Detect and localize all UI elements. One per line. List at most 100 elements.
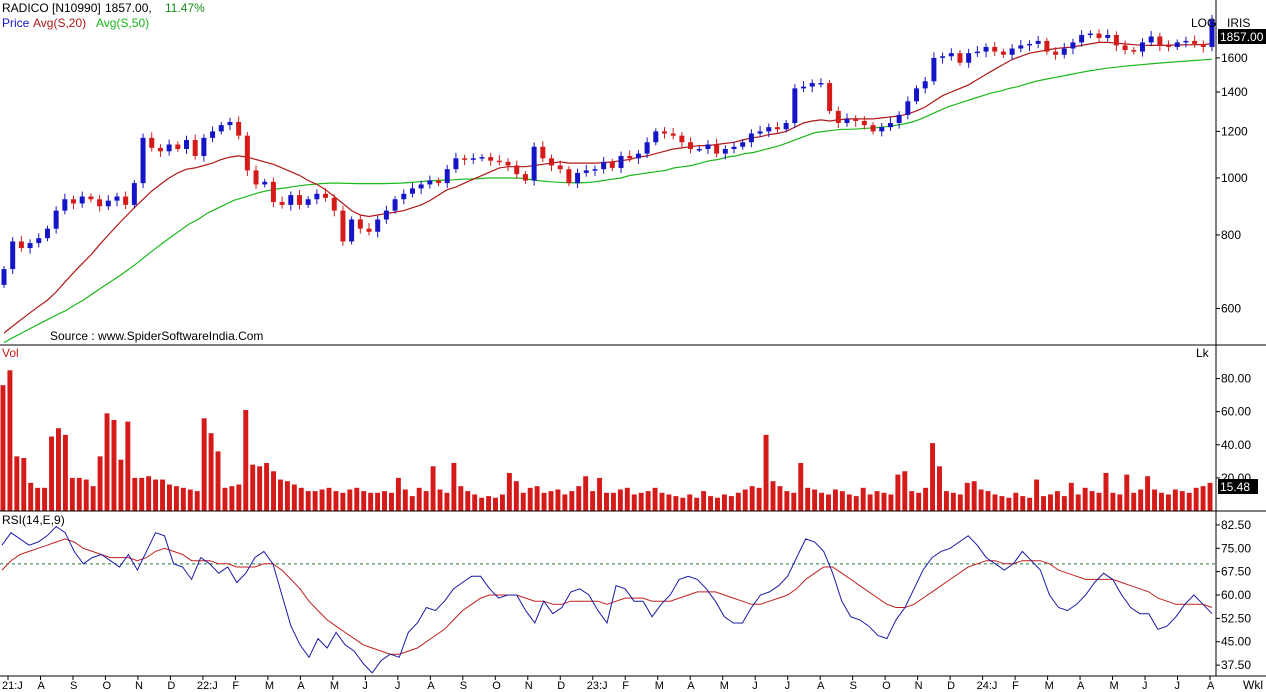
volume-bar — [985, 491, 991, 511]
candle-body — [661, 131, 667, 134]
volume-bar — [305, 491, 311, 511]
rsi-label: RSI(14,E,9) — [2, 513, 65, 527]
period-label[interactable]: Wkl — [1243, 678, 1263, 692]
volume-bar — [1061, 496, 1067, 511]
time-tick-label: J — [785, 680, 791, 692]
candle-body — [201, 137, 207, 156]
candle-body — [1113, 35, 1119, 46]
candle-body — [53, 210, 59, 229]
volume-bar — [437, 489, 443, 511]
volume-bar — [541, 492, 547, 511]
candle-body — [1122, 45, 1128, 51]
time-tick-label: M — [1045, 680, 1054, 692]
volume-bar — [173, 486, 179, 511]
time-tick-label: A — [1207, 680, 1215, 692]
volume-bar — [735, 492, 741, 511]
volume-bar — [902, 471, 908, 511]
volume-bar — [1138, 489, 1144, 511]
volume-bar — [160, 479, 165, 511]
candle-body — [549, 158, 555, 166]
candle-body — [670, 133, 676, 136]
candle-body — [10, 241, 16, 270]
volume-bar — [7, 370, 13, 511]
volume-bar — [166, 484, 172, 511]
candle-body — [470, 158, 476, 160]
candle-body — [488, 157, 494, 161]
time-tick-label: J — [362, 680, 368, 692]
volume-bar — [943, 491, 949, 511]
time-tick-label: J — [1175, 680, 1181, 692]
volume-bar — [0, 385, 6, 511]
price-tick-label: 1000 — [1221, 171, 1248, 185]
time-tick-label: D — [167, 680, 175, 692]
volume-bar — [187, 489, 193, 511]
volume-bar — [569, 491, 575, 511]
candle-body — [583, 170, 589, 173]
candle-body — [166, 144, 172, 152]
price-panel[interactable]: 1600 1400 1200 1000 800 600 RADICO [N10990] 1… — [1, 0, 1266, 345]
volume-bar — [382, 491, 387, 511]
last-price-text: 1857.00, — [105, 1, 152, 15]
volume-bar — [125, 421, 131, 511]
volume-bar — [243, 410, 249, 511]
avg50-line — [3, 58, 1213, 344]
time-tick-label: A — [817, 680, 825, 692]
candle-body — [218, 125, 224, 132]
volume-bar — [784, 491, 790, 511]
volume-bar — [680, 497, 686, 511]
volume-bar — [763, 434, 769, 511]
volume-bar — [340, 492, 346, 511]
candle-body — [679, 135, 685, 143]
log-scale-label[interactable]: LOG — [1191, 16, 1216, 30]
volume-bar — [375, 492, 381, 511]
volume-bar — [610, 492, 616, 511]
candle-body — [1192, 40, 1198, 44]
candle-body — [931, 57, 937, 82]
candle-body — [71, 199, 77, 204]
volume-bar — [624, 487, 630, 511]
candle-body — [18, 241, 24, 249]
volume-bar — [832, 489, 838, 511]
volume-bar — [1103, 472, 1109, 511]
candle-body — [740, 142, 746, 147]
candle-body — [948, 53, 954, 57]
volume-bar — [846, 494, 852, 511]
candle-body — [827, 83, 833, 111]
volume-bar — [749, 486, 755, 511]
volume-bar — [402, 489, 408, 511]
volume-bar — [90, 486, 96, 511]
volume-bar — [326, 487, 332, 511]
candle-body — [236, 121, 242, 136]
legend-avg50: Avg(S,50) — [96, 16, 149, 30]
rsi-tick-label: 60.00 — [1221, 588, 1251, 602]
candle-body — [1105, 35, 1111, 38]
volume-bar — [604, 492, 609, 511]
volume-bar — [742, 489, 748, 511]
volume-bar — [895, 474, 901, 511]
candle-body — [801, 86, 807, 89]
volume-bar — [867, 494, 873, 511]
time-tick-label: F — [232, 680, 239, 692]
volume-bar — [666, 494, 672, 511]
candle-body — [1148, 36, 1154, 43]
rsi-tick-label: 37.50 — [1221, 658, 1251, 672]
rsi-panel[interactable]: RSI(14,E,9) 82.50 75.00 67.50 60.00 52.50 45.… — [0, 511, 1251, 676]
volume-bar — [118, 459, 124, 511]
volume-tick-label: 60.00 — [1221, 405, 1251, 419]
volume-bar — [999, 496, 1005, 511]
candle-body — [227, 121, 233, 126]
candle-body — [244, 135, 250, 171]
candle-body — [349, 219, 355, 242]
volume-bar — [1110, 492, 1116, 511]
candle-body — [966, 53, 972, 63]
change-percent: 11.47% — [165, 1, 205, 15]
candle-body — [479, 157, 485, 159]
volume-bar — [659, 492, 665, 511]
candle-body — [157, 147, 163, 152]
volume-bar — [1041, 496, 1047, 511]
volume-bar — [277, 479, 283, 511]
volume-unit-label: Lk — [1196, 346, 1210, 360]
candle-body — [296, 195, 302, 205]
